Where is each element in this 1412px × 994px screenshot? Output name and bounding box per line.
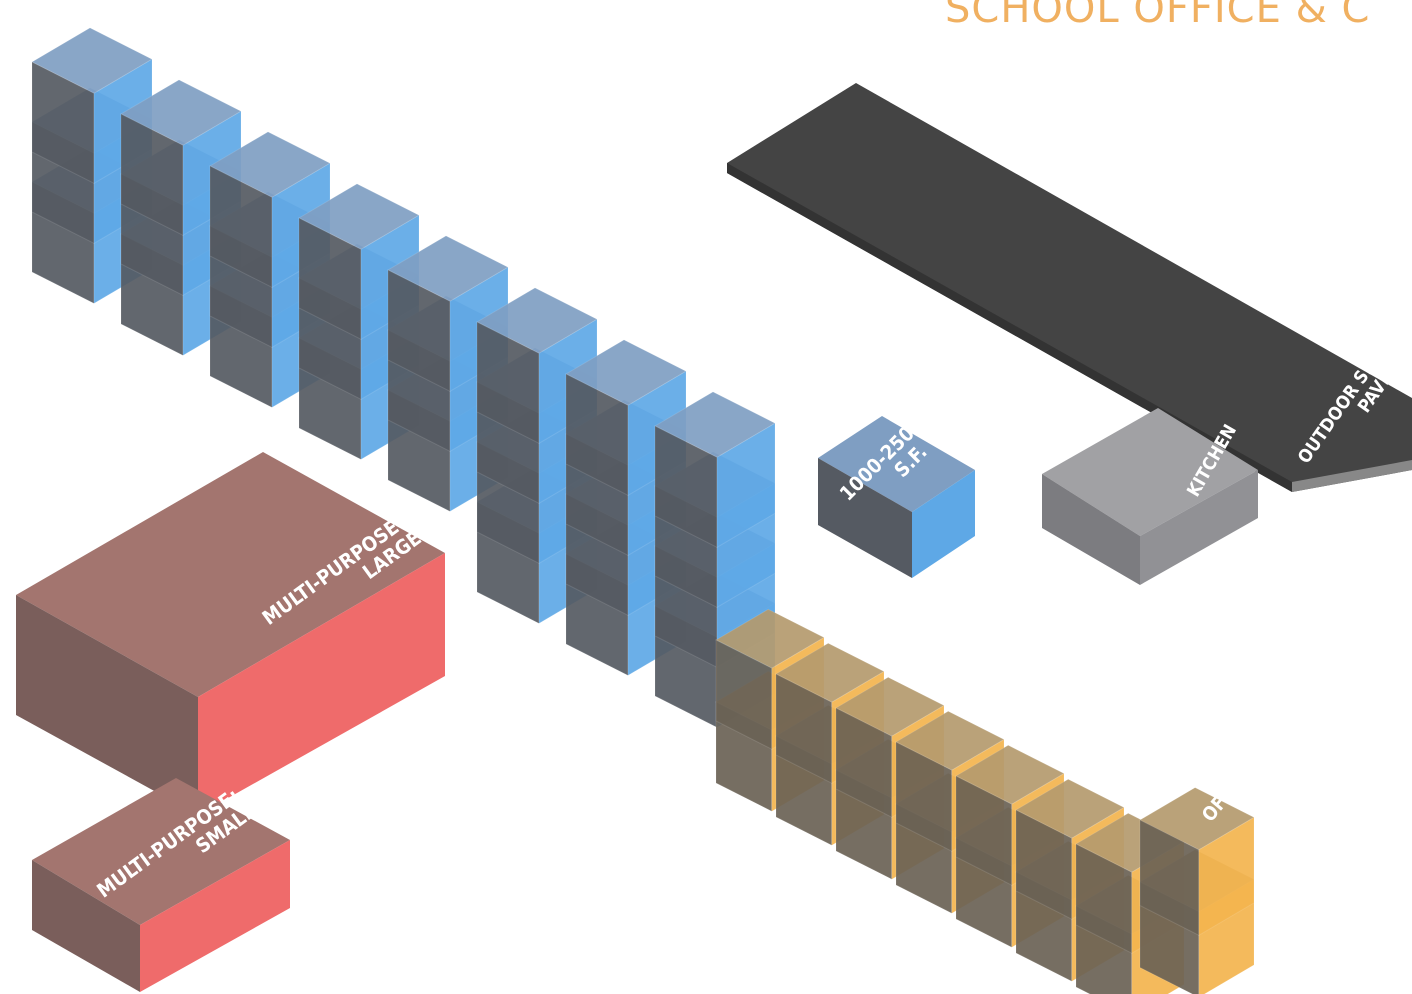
office-grid xyxy=(714,608,1256,994)
classroom-grid xyxy=(30,27,777,729)
svg-text:600-1000 S.F.: 600-1000 S.F. xyxy=(692,272,783,383)
multi-purpose-small-block xyxy=(32,778,290,992)
outdoor-space-slab xyxy=(727,83,1412,492)
diagram-title: SCHOOL OFFICE & C xyxy=(945,0,1371,32)
multi-purpose-large-block xyxy=(16,452,445,815)
classroom-cube xyxy=(653,391,777,549)
classroom-large-block xyxy=(818,416,975,578)
office-cube xyxy=(1138,787,1256,937)
kitchen-block xyxy=(1042,408,1258,585)
